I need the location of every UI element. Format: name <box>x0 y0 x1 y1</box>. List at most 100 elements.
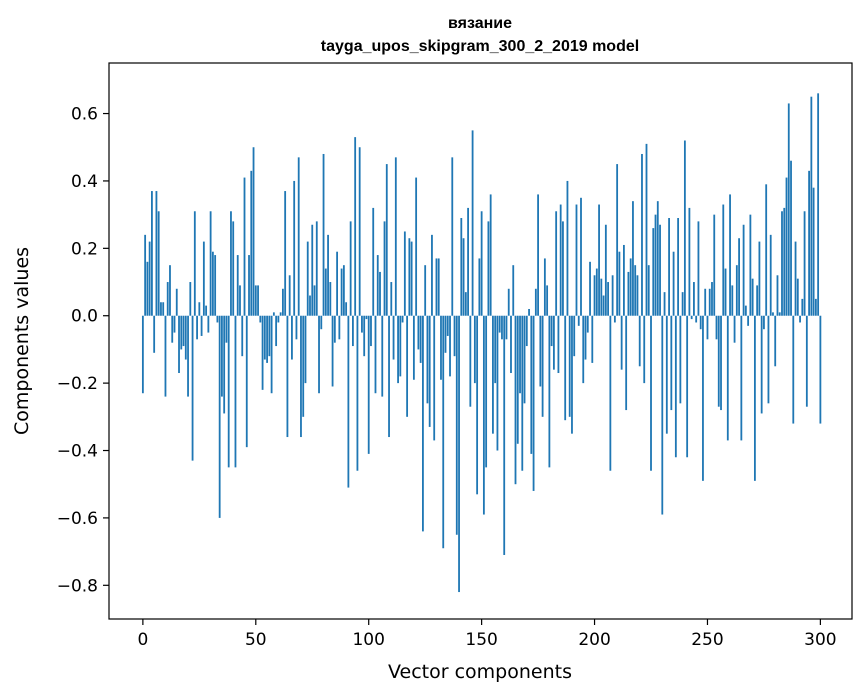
bar <box>713 214 716 316</box>
bar <box>266 315 268 363</box>
bar <box>394 157 397 316</box>
bar <box>311 224 314 316</box>
bar <box>345 302 348 316</box>
bar <box>672 251 675 316</box>
bar <box>171 315 174 343</box>
bar <box>785 177 788 316</box>
y-tick-label: −0.4 <box>57 442 98 462</box>
bar <box>214 255 217 316</box>
bar <box>173 315 176 333</box>
bar <box>198 302 201 316</box>
bar <box>539 315 542 387</box>
bar <box>144 234 147 316</box>
bar <box>677 218 680 316</box>
bar <box>814 298 817 316</box>
bar <box>381 315 384 397</box>
bar <box>254 285 257 316</box>
bar <box>313 285 316 316</box>
bar <box>422 315 424 532</box>
x-axis-label: Vector components <box>388 661 572 683</box>
bar <box>510 315 512 374</box>
bar <box>383 221 386 316</box>
bar <box>408 238 411 316</box>
bar <box>744 305 747 316</box>
bar <box>211 251 214 316</box>
bar <box>388 315 390 438</box>
bar <box>426 315 429 404</box>
bar <box>390 282 393 316</box>
bar <box>647 265 650 316</box>
bar <box>523 315 526 404</box>
bar <box>616 164 619 316</box>
bar <box>184 315 187 360</box>
bar <box>720 315 722 411</box>
bar <box>446 315 449 336</box>
bar <box>498 315 501 333</box>
bar <box>458 315 460 593</box>
bar <box>462 238 465 316</box>
bar <box>189 282 192 316</box>
bar <box>792 315 795 424</box>
bar <box>297 157 300 316</box>
bar <box>412 315 415 380</box>
bar <box>153 315 156 353</box>
bar <box>160 302 162 316</box>
bar <box>245 315 248 448</box>
bar <box>284 191 287 316</box>
bar <box>674 315 677 458</box>
bar <box>148 241 151 316</box>
bar <box>731 285 734 316</box>
bar <box>582 315 585 384</box>
bar <box>141 315 144 394</box>
bar <box>715 315 718 340</box>
bar <box>397 315 399 384</box>
bar <box>693 282 695 316</box>
bar <box>376 255 379 316</box>
bar <box>435 258 438 316</box>
bar <box>683 140 686 316</box>
bar <box>708 288 711 316</box>
bar <box>659 224 661 316</box>
bar <box>817 93 820 316</box>
bar <box>695 315 698 323</box>
bar <box>248 255 250 316</box>
bar <box>431 234 433 316</box>
bar <box>451 157 454 316</box>
bar <box>166 282 169 316</box>
bar <box>735 265 738 316</box>
bar <box>329 282 332 316</box>
bar <box>566 180 569 316</box>
bar <box>505 315 508 340</box>
bar <box>641 153 643 316</box>
bar <box>279 312 282 316</box>
bar <box>656 201 659 316</box>
bar <box>530 315 533 454</box>
bar <box>401 315 404 323</box>
bar <box>571 315 573 434</box>
bar <box>385 164 388 316</box>
bar <box>799 315 801 323</box>
bar <box>783 207 786 316</box>
bar <box>440 315 442 380</box>
bar <box>227 315 230 468</box>
bar <box>769 234 772 316</box>
bar <box>507 288 510 316</box>
plot-frame <box>108 62 853 620</box>
bar <box>200 315 203 336</box>
bar <box>742 224 745 316</box>
bar <box>541 315 544 417</box>
bar <box>146 261 149 316</box>
bar <box>489 194 492 316</box>
bar <box>406 315 409 417</box>
bar <box>772 312 774 316</box>
bar <box>268 315 271 357</box>
bar <box>259 315 262 323</box>
bar <box>293 180 296 316</box>
bar <box>205 305 208 316</box>
bar <box>699 315 702 330</box>
bar <box>191 315 194 461</box>
bar <box>333 315 336 343</box>
bar <box>367 315 370 454</box>
bar <box>433 315 436 441</box>
